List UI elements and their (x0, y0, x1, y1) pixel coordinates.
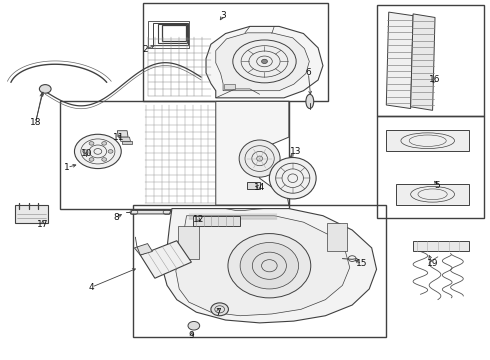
Text: 8: 8 (113, 213, 119, 222)
Ellipse shape (270, 157, 316, 199)
Bar (158, 24, 187, 43)
Bar (153, 23, 188, 45)
Bar (193, 216, 240, 226)
Ellipse shape (89, 141, 94, 145)
Polygon shape (162, 208, 376, 323)
Ellipse shape (188, 321, 200, 330)
Ellipse shape (74, 134, 121, 168)
Polygon shape (122, 141, 132, 144)
Bar (143, 3, 328, 102)
Ellipse shape (262, 59, 268, 64)
Ellipse shape (240, 243, 298, 289)
Polygon shape (130, 210, 171, 214)
Text: 9: 9 (189, 331, 194, 340)
Ellipse shape (228, 234, 311, 298)
Bar (15, 205, 48, 223)
Polygon shape (117, 131, 128, 137)
Ellipse shape (211, 303, 228, 316)
Text: 12: 12 (193, 215, 204, 224)
Text: 5: 5 (435, 181, 441, 190)
Text: 16: 16 (429, 76, 441, 85)
Polygon shape (216, 33, 309, 91)
Bar (162, 25, 186, 41)
Bar (396, 184, 469, 205)
Text: 11: 11 (113, 132, 124, 141)
Ellipse shape (102, 158, 107, 161)
Polygon shape (140, 241, 192, 278)
Polygon shape (216, 102, 289, 205)
Polygon shape (134, 244, 152, 255)
Ellipse shape (239, 140, 280, 177)
Text: 1: 1 (64, 163, 70, 172)
Text: 4: 4 (89, 283, 95, 292)
Ellipse shape (83, 150, 88, 153)
Bar (386, 130, 469, 152)
Text: 15: 15 (356, 260, 368, 269)
Text: 17: 17 (37, 220, 49, 229)
Text: 2: 2 (142, 45, 148, 54)
Bar (327, 223, 347, 251)
Bar (376, 116, 484, 217)
Bar (147, 21, 189, 48)
Polygon shape (411, 14, 435, 111)
Text: 6: 6 (305, 68, 311, 77)
Text: 14: 14 (254, 183, 265, 192)
Text: 3: 3 (220, 11, 226, 20)
Ellipse shape (306, 94, 314, 109)
Ellipse shape (39, 85, 51, 93)
Bar (60, 102, 289, 208)
Polygon shape (247, 182, 260, 189)
Text: 18: 18 (30, 118, 41, 127)
Bar (178, 226, 199, 258)
Polygon shape (223, 84, 235, 89)
Bar (133, 205, 386, 337)
Polygon shape (176, 216, 350, 316)
Polygon shape (206, 26, 323, 98)
Bar (376, 5, 484, 116)
Polygon shape (386, 12, 413, 109)
Text: 13: 13 (291, 147, 302, 156)
Ellipse shape (108, 150, 113, 153)
Text: 19: 19 (427, 260, 439, 269)
Text: 10: 10 (81, 149, 93, 158)
Ellipse shape (102, 141, 107, 145)
Polygon shape (120, 137, 130, 141)
Ellipse shape (89, 158, 94, 161)
Bar (413, 241, 469, 251)
Text: 7: 7 (215, 308, 221, 317)
